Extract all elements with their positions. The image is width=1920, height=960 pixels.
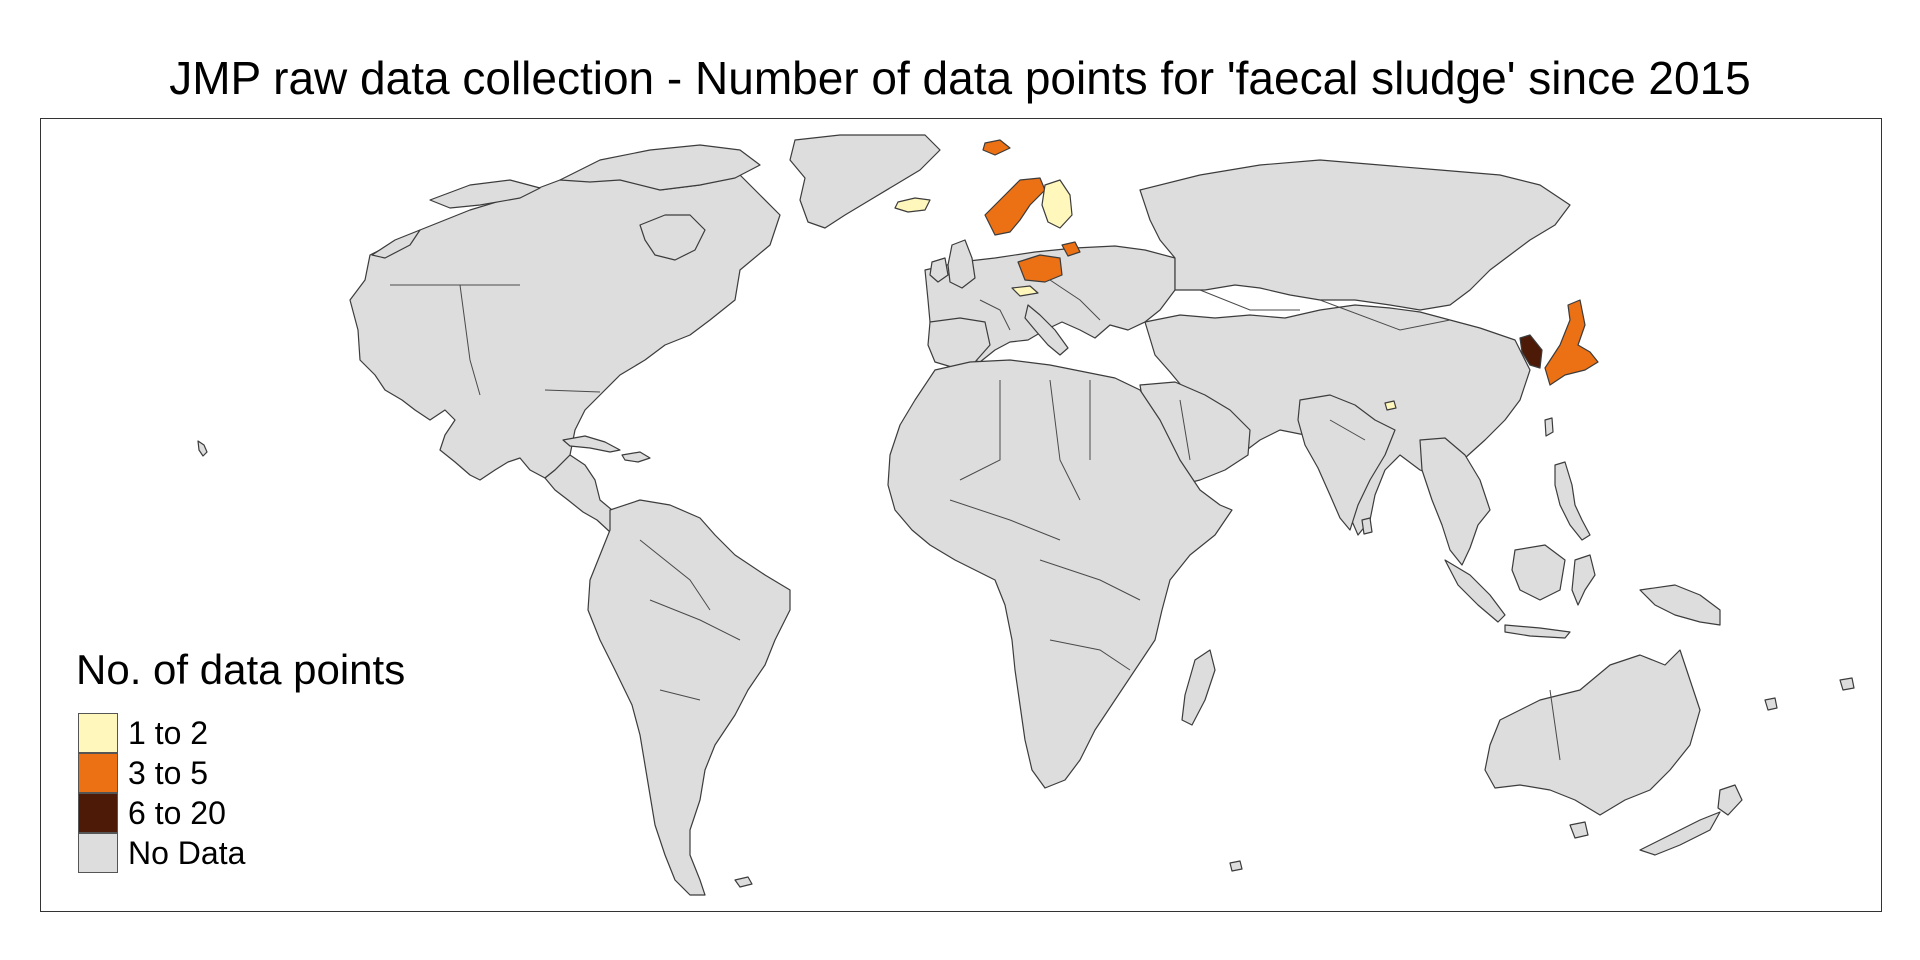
- se-asia: [1419, 437, 1491, 566]
- legend-label: 3 to 5: [128, 755, 209, 791]
- pacific-island-3: [1229, 860, 1243, 872]
- hawaii: [197, 440, 208, 457]
- korea: [1519, 334, 1543, 369]
- north-america: [349, 171, 781, 481]
- tasmania: [1569, 821, 1589, 839]
- greenland: [789, 134, 941, 229]
- new-zealand-south: [1639, 811, 1721, 856]
- legend-swatch: [78, 833, 118, 873]
- japan: [1544, 299, 1599, 386]
- australia: [1484, 649, 1701, 816]
- india: [1297, 394, 1396, 531]
- legend-swatch: [78, 753, 118, 793]
- cuba: [562, 435, 621, 453]
- russia: [1139, 159, 1571, 311]
- legend-item-1-to-2: 1 to 2: [78, 713, 208, 753]
- finland: [1041, 179, 1073, 229]
- ireland: [929, 257, 949, 283]
- falklands: [734, 876, 753, 888]
- arctic-islands-2: [559, 144, 761, 191]
- bangladesh: [1384, 400, 1397, 411]
- sulawesi: [1571, 554, 1596, 606]
- africa: [887, 359, 1233, 789]
- base-land-layer: [197, 134, 1855, 896]
- hispaniola: [621, 451, 651, 463]
- pacific-island-2: [1839, 677, 1855, 691]
- poland: [1017, 254, 1063, 283]
- map-frame: [40, 118, 1882, 912]
- norway-sweden: [984, 177, 1046, 236]
- legend-label: 1 to 2: [128, 715, 209, 751]
- legend-title: No. of data points: [76, 646, 406, 693]
- madagascar: [1181, 649, 1216, 726]
- country-borders: [390, 279, 1561, 761]
- pacific-island-1: [1764, 697, 1778, 711]
- legend-swatch: [78, 713, 118, 753]
- legend-label: No Data: [128, 835, 246, 871]
- taiwan: [1544, 417, 1554, 437]
- highlighted-countries: [894, 139, 1599, 411]
- austria: [1011, 285, 1039, 297]
- legend-swatch: [78, 793, 118, 833]
- legend-label: 6 to 20: [128, 795, 226, 831]
- java: [1504, 624, 1571, 639]
- iceland: [894, 197, 931, 213]
- new-guinea: [1639, 584, 1721, 626]
- italy: [1024, 304, 1069, 356]
- legend-item-3-to-5: 3 to 5: [78, 753, 208, 793]
- sumatra: [1444, 559, 1506, 623]
- sri-lanka: [1361, 517, 1373, 535]
- svalbard: [982, 139, 1011, 156]
- philippines: [1554, 461, 1591, 541]
- legend-item-no-data: No Data: [78, 833, 245, 873]
- new-zealand-north: [1717, 784, 1743, 816]
- borneo: [1511, 544, 1566, 601]
- great-britain: [947, 239, 976, 289]
- lithuania: [1061, 241, 1081, 257]
- arctic-islands-3: [429, 179, 541, 209]
- legend-item-6-to-20: 6 to 20: [78, 793, 226, 833]
- alaska-west: [371, 229, 421, 259]
- map-title: JMP raw data collection - Number of data…: [169, 52, 1751, 104]
- arctic-islands-1: [639, 214, 706, 261]
